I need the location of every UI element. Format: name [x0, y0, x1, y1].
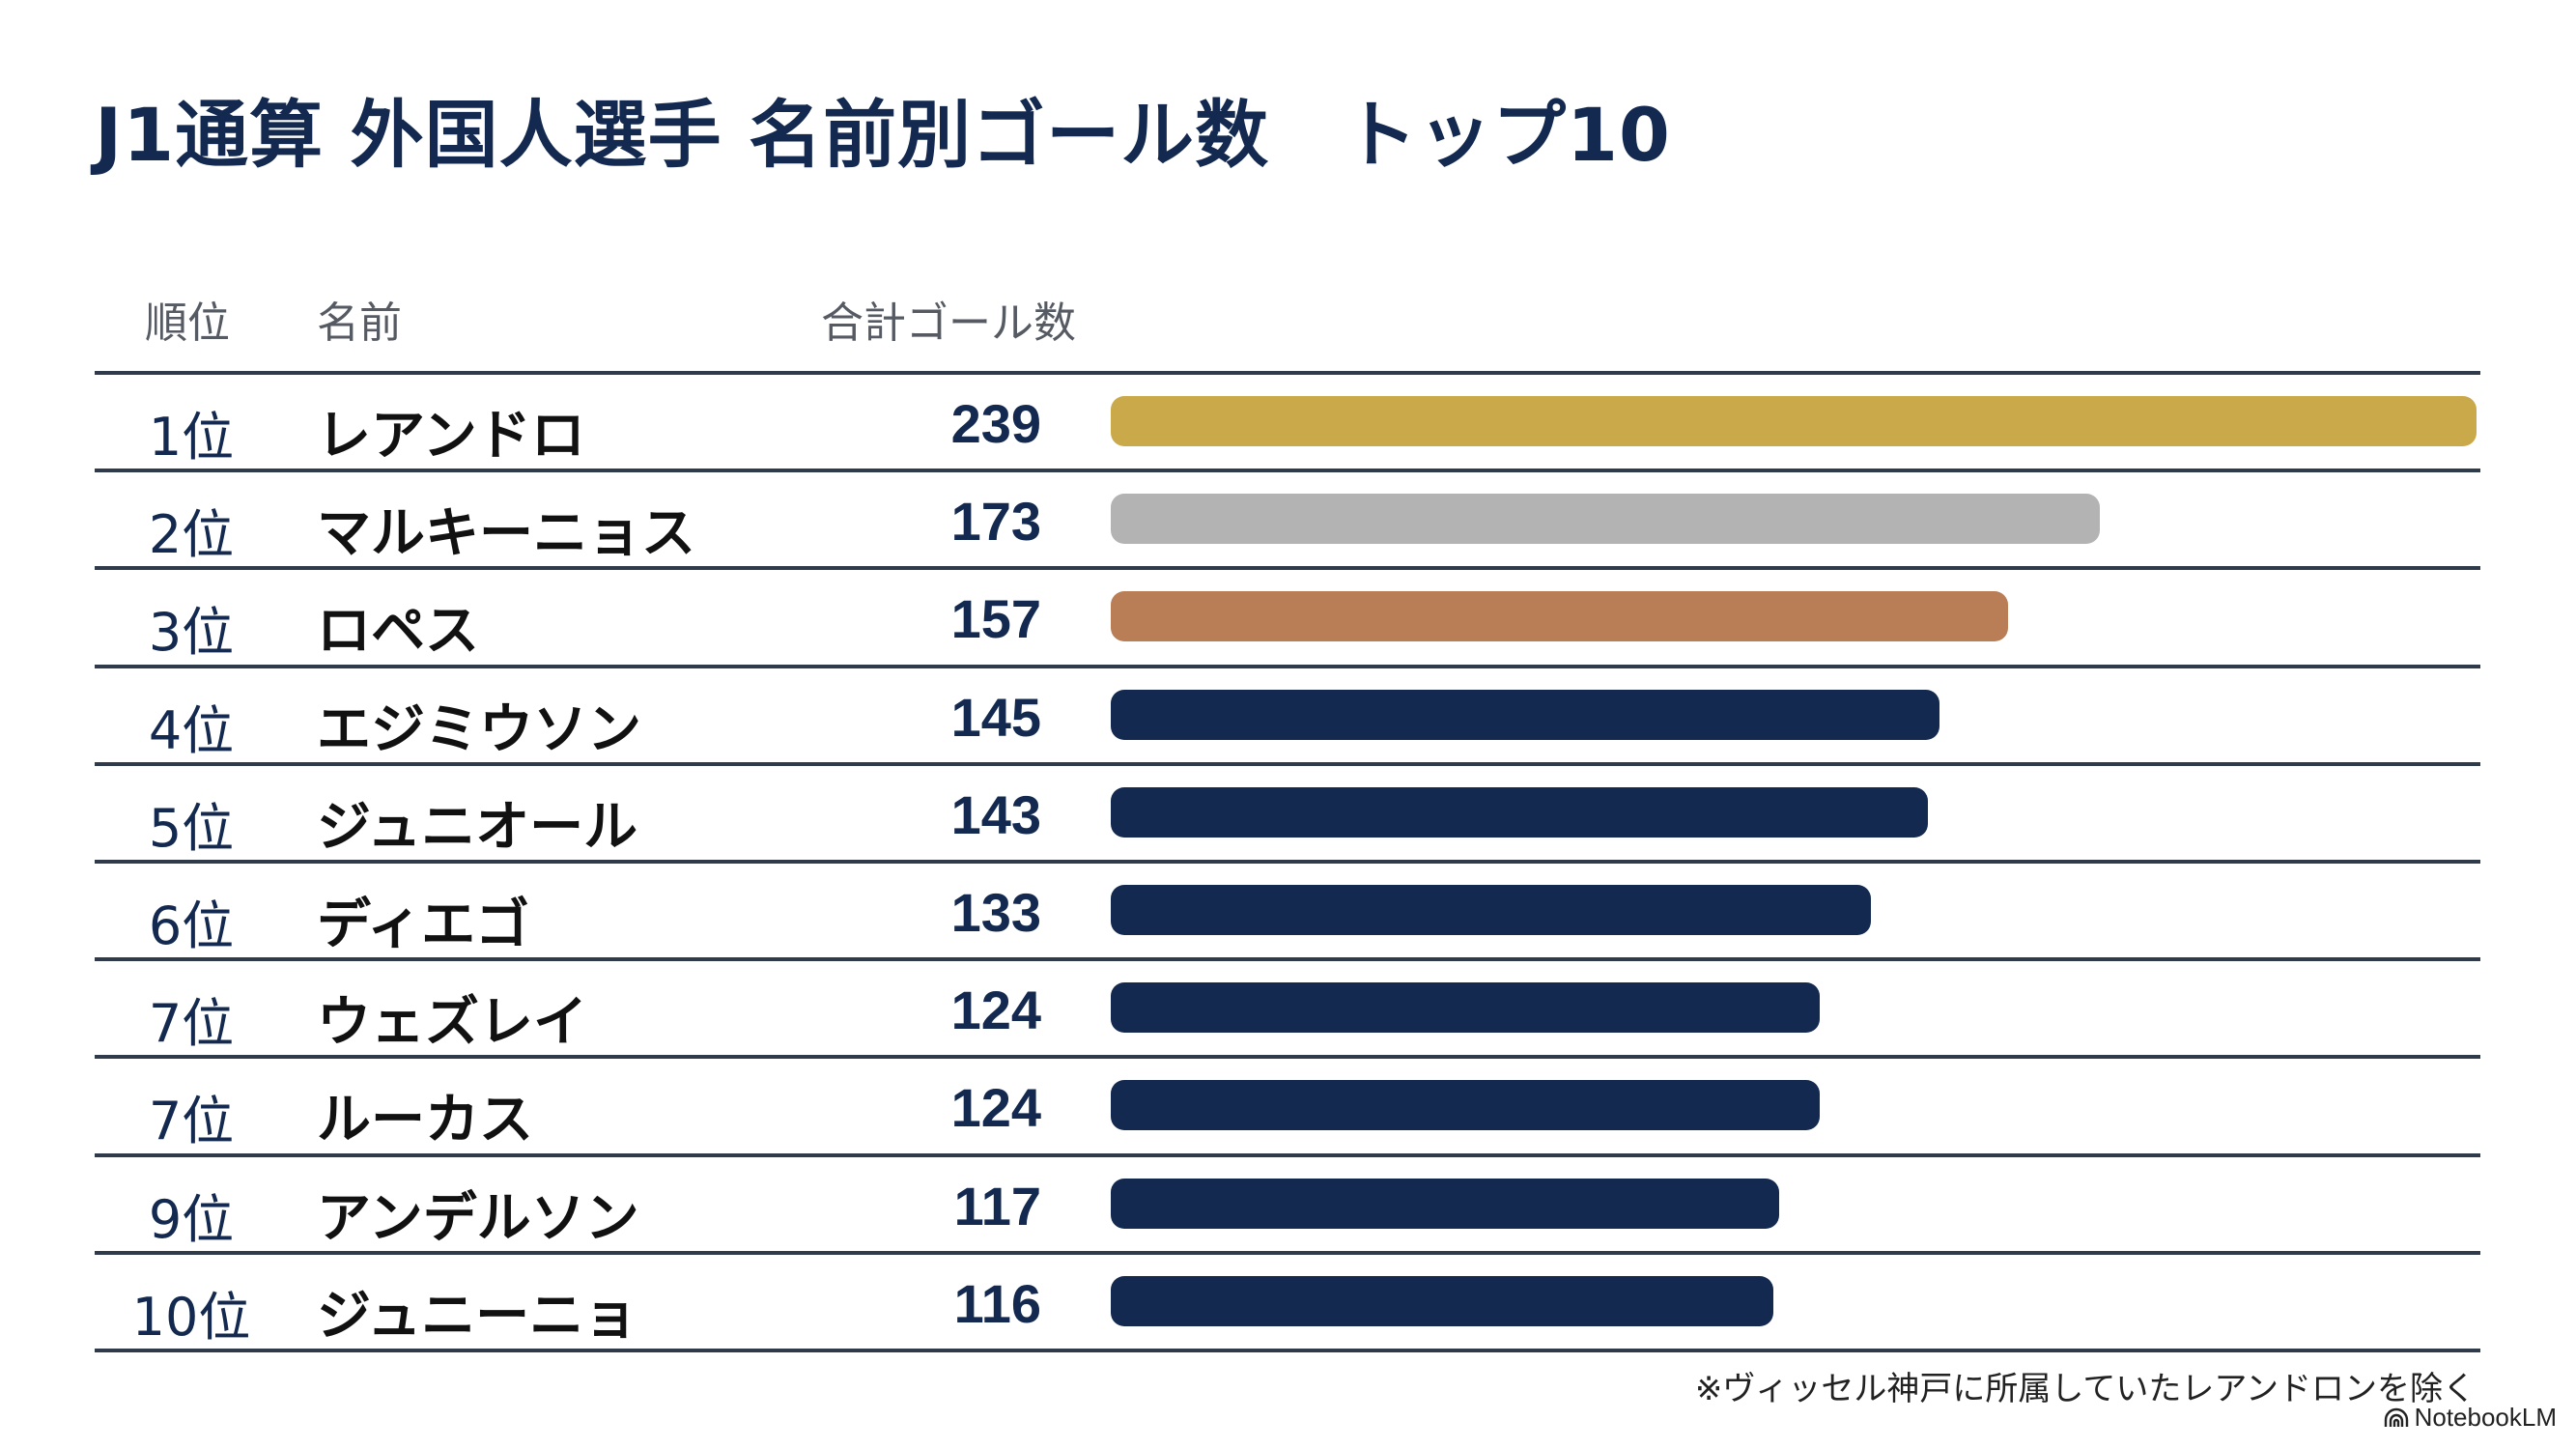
player-name: ディエゴ	[317, 894, 530, 956]
table-rule	[95, 1250, 2480, 1255]
table-rule	[95, 1152, 2480, 1157]
player-name: エジミウソン	[317, 697, 641, 761]
rank-label: 7位	[148, 1091, 235, 1152]
player-name: ジュニーニョ	[317, 1284, 638, 1348]
header-rank: 順位	[145, 298, 230, 348]
goal-count: 143	[950, 783, 1041, 845]
goal-count: 117	[953, 1175, 1041, 1236]
goal-bar	[1111, 494, 2100, 545]
rank-label: 6位	[148, 895, 235, 956]
table-rule	[95, 860, 2480, 864]
player-name: ルーカス	[317, 1089, 533, 1152]
table-row: 1位 レアンドロ 239	[95, 373, 2480, 470]
table-rule	[95, 371, 2480, 375]
goal-count: 116	[953, 1272, 1041, 1334]
goal-bar	[1111, 1178, 1780, 1229]
notebooklm-logo-icon	[2384, 1407, 2408, 1427]
table-row: 6位 ディエゴ 133	[95, 862, 2480, 959]
player-name: レアンドロ	[317, 405, 585, 468]
table-row: 4位 エジミウソン 145	[95, 667, 2480, 764]
header-name: 名前	[317, 298, 402, 348]
header-goals: 合計ゴール数	[821, 298, 1076, 348]
rank-label: 10位	[131, 1286, 251, 1348]
table-row: 7位 ルーカス 124	[95, 1057, 2480, 1154]
table-rule	[95, 761, 2480, 766]
goal-count: 124	[950, 1077, 1041, 1139]
goal-count: 124	[950, 980, 1041, 1041]
goal-bar	[1111, 885, 1871, 935]
rank-label: 1位	[148, 407, 235, 468]
table-rule	[95, 1349, 2480, 1352]
goal-count: 133	[950, 882, 1041, 943]
player-name: アンデルソン	[317, 1186, 639, 1250]
goal-bar	[1111, 591, 2008, 642]
goal-bar	[1111, 396, 2477, 446]
table-row: 10位 ジュニーニョ 116	[95, 1253, 2480, 1350]
table-rule	[95, 1055, 2480, 1060]
table-rule	[95, 664, 2480, 668]
player-name: ジュニオール	[317, 795, 638, 859]
footnote: ※ヴィッセル神戸に所属していたレアンドロンを除く	[1694, 1370, 2476, 1408]
player-name: マルキーニョス	[317, 502, 695, 566]
table-row: 3位 ロペス 157	[95, 568, 2480, 666]
rank-label: 5位	[148, 797, 235, 859]
goal-bar	[1111, 689, 1939, 740]
rank-label: 9位	[148, 1188, 235, 1250]
table-rule	[95, 469, 2480, 473]
player-name: ロペス	[317, 600, 479, 664]
rank-label: 2位	[148, 504, 235, 566]
goal-bar	[1111, 1080, 1820, 1131]
table-rule	[95, 566, 2480, 571]
chart-title: J1通算 外国人選手 名前別ゴール数 トップ10	[95, 92, 1671, 178]
goal-bar	[1111, 982, 1820, 1034]
table-row: 5位 ジュニオール 143	[95, 764, 2480, 862]
goal-bar	[1111, 1275, 1774, 1326]
brand-label: NotebookLM	[2414, 1403, 2557, 1432]
goal-count: 173	[950, 491, 1041, 553]
goal-count: 145	[950, 686, 1041, 748]
table-row: 9位 アンデルソン 117	[95, 1155, 2480, 1253]
table-row: 7位 ウェズレイ 124	[95, 959, 2480, 1057]
player-name: ウェズレイ	[317, 991, 587, 1055]
rank-label: 3位	[148, 602, 235, 664]
goal-count: 157	[950, 588, 1041, 650]
goal-count: 239	[950, 393, 1041, 454]
table-rule	[95, 957, 2480, 962]
table-row: 2位 マルキーニョス 173	[95, 470, 2480, 568]
brand-watermark: NotebookLM	[2384, 1403, 2557, 1433]
rank-label: 7位	[148, 993, 235, 1055]
goal-bar	[1111, 786, 1929, 838]
rank-label: 4位	[148, 699, 235, 761]
